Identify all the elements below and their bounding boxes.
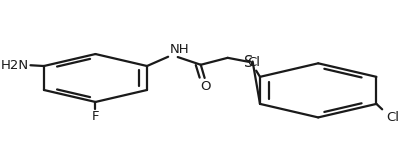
Text: Cl: Cl (386, 111, 399, 124)
Text: S: S (244, 55, 254, 70)
Text: O: O (200, 80, 211, 93)
Text: F: F (92, 110, 99, 123)
Text: NH: NH (169, 43, 189, 56)
Text: Cl: Cl (248, 56, 261, 69)
Text: H2N: H2N (1, 59, 29, 72)
